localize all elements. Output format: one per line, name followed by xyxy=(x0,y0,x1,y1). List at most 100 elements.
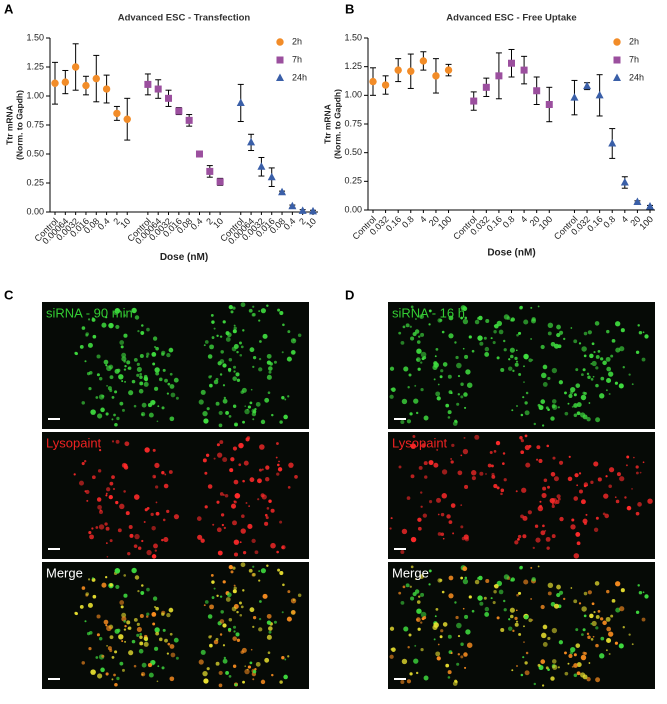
puncta xyxy=(277,463,280,467)
puncta xyxy=(457,375,461,378)
puncta xyxy=(204,600,209,604)
puncta xyxy=(492,600,496,605)
puncta xyxy=(464,576,468,580)
puncta xyxy=(514,356,518,361)
puncta xyxy=(261,494,267,500)
puncta xyxy=(416,608,422,614)
puncta xyxy=(247,665,251,669)
puncta xyxy=(155,485,159,489)
puncta xyxy=(483,336,487,340)
puncta xyxy=(107,646,112,651)
puncta xyxy=(491,464,494,468)
marker xyxy=(419,57,428,65)
puncta xyxy=(545,666,549,670)
puncta xyxy=(254,668,257,671)
puncta xyxy=(222,384,226,387)
puncta xyxy=(500,488,505,493)
puncta xyxy=(644,334,649,339)
puncta xyxy=(123,314,127,317)
puncta xyxy=(400,340,405,345)
puncta xyxy=(485,579,490,584)
puncta xyxy=(547,582,554,589)
puncta xyxy=(483,596,487,600)
puncta xyxy=(257,478,262,484)
puncta xyxy=(606,638,612,644)
puncta xyxy=(420,505,423,508)
puncta xyxy=(530,566,533,569)
puncta xyxy=(528,618,533,623)
puncta xyxy=(249,347,255,353)
puncta xyxy=(242,329,245,332)
puncta xyxy=(166,612,171,618)
puncta xyxy=(277,568,281,572)
puncta xyxy=(416,600,421,604)
puncta xyxy=(133,404,137,408)
puncta xyxy=(210,573,214,577)
channel-label: Merge xyxy=(392,565,429,580)
puncta xyxy=(494,323,499,329)
marker xyxy=(608,138,617,147)
puncta xyxy=(128,390,134,396)
puncta xyxy=(595,615,600,619)
puncta xyxy=(496,486,500,490)
puncta xyxy=(450,392,453,395)
puncta xyxy=(575,531,581,537)
puncta xyxy=(276,472,280,476)
puncta xyxy=(244,405,247,407)
puncta xyxy=(583,331,588,336)
puncta xyxy=(228,358,233,362)
puncta xyxy=(134,533,140,540)
puncta xyxy=(169,632,173,636)
puncta xyxy=(413,658,419,664)
marker xyxy=(51,79,59,87)
marker xyxy=(520,66,528,74)
puncta xyxy=(233,539,240,545)
puncta xyxy=(271,673,274,677)
puncta xyxy=(113,413,116,417)
puncta xyxy=(583,354,587,358)
puncta xyxy=(203,604,206,607)
puncta xyxy=(420,491,423,494)
puncta xyxy=(558,380,563,385)
puncta xyxy=(573,403,578,408)
puncta xyxy=(143,381,149,387)
puncta xyxy=(123,368,127,371)
x-axis-label: Dose (nM) xyxy=(160,252,208,263)
puncta xyxy=(551,399,557,404)
puncta xyxy=(207,614,213,619)
puncta xyxy=(173,377,179,383)
puncta xyxy=(109,583,113,587)
puncta xyxy=(155,631,160,636)
marker xyxy=(154,85,162,93)
marker xyxy=(61,78,70,86)
puncta xyxy=(464,354,469,359)
puncta xyxy=(635,610,640,614)
puncta xyxy=(552,404,558,410)
puncta xyxy=(546,546,550,550)
puncta xyxy=(87,602,93,608)
puncta xyxy=(213,379,219,385)
puncta xyxy=(557,406,560,409)
puncta xyxy=(605,356,611,362)
puncta xyxy=(288,462,294,468)
puncta xyxy=(166,352,171,358)
puncta xyxy=(410,474,415,479)
puncta xyxy=(595,366,599,370)
puncta xyxy=(144,508,148,512)
puncta xyxy=(477,335,483,341)
puncta xyxy=(220,610,224,614)
puncta xyxy=(267,391,271,395)
puncta xyxy=(433,638,436,641)
puncta xyxy=(564,651,567,655)
puncta xyxy=(520,673,524,677)
puncta xyxy=(633,456,635,459)
puncta xyxy=(435,651,441,657)
puncta xyxy=(523,579,529,585)
puncta xyxy=(262,593,268,599)
puncta xyxy=(418,465,423,470)
puncta xyxy=(518,632,522,636)
puncta xyxy=(597,609,601,613)
puncta xyxy=(509,607,515,613)
puncta xyxy=(588,662,591,664)
puncta xyxy=(106,487,111,492)
